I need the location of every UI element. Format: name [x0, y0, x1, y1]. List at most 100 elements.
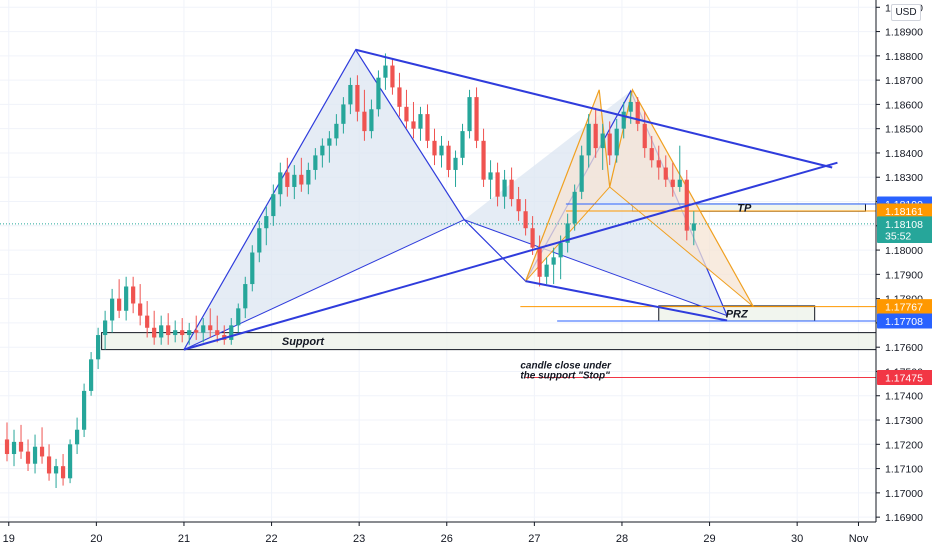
candle-body — [327, 138, 332, 146]
y-tick-label: 1.17100 — [885, 464, 923, 476]
candle-body — [299, 174, 304, 185]
price-tag-label: 35:52 — [885, 231, 911, 243]
candle-body — [467, 97, 472, 132]
candle-body — [691, 223, 696, 231]
candle-body — [25, 451, 31, 464]
x-tick-label: 21 — [178, 533, 190, 545]
candle-body — [264, 216, 269, 229]
zones — [101, 203, 877, 351]
candle-body — [117, 298, 122, 311]
y-tick-label: 1.18000 — [885, 245, 923, 257]
candle-body — [537, 247, 542, 277]
candle-body — [516, 199, 521, 212]
zone-label-support: Support — [282, 336, 325, 348]
candle-body — [285, 172, 290, 187]
trend-line — [525, 280, 728, 322]
candle-body — [565, 223, 570, 243]
y-tick-label: 1.18800 — [885, 51, 923, 63]
candle-body — [481, 140, 486, 180]
zone-label-prz: PRZ — [726, 308, 749, 320]
candle-body — [89, 359, 94, 391]
candle-body — [502, 179, 507, 197]
candle-body — [558, 242, 563, 258]
y-tick-label: 1.18700 — [885, 75, 923, 87]
candle-body — [663, 167, 668, 180]
candle-body — [369, 109, 374, 132]
price-tag-label: 1.18161 — [885, 206, 923, 218]
price-tag-label: 1.17767 — [885, 302, 923, 314]
candle-body — [74, 429, 80, 445]
candle-body — [495, 172, 500, 197]
candle-body — [642, 123, 647, 149]
candle-body — [320, 145, 325, 156]
candle-body — [53, 466, 59, 474]
x-tick-label: Nov — [849, 533, 869, 545]
candle-body — [376, 77, 381, 110]
candle-body — [523, 211, 528, 229]
candle-body — [341, 104, 346, 124]
candle-body — [418, 114, 423, 129]
currency-button[interactable]: USD — [891, 4, 921, 21]
candle-body — [187, 330, 192, 336]
candle-body — [271, 194, 276, 217]
candle-body — [306, 169, 311, 185]
candle-body — [425, 114, 430, 141]
candle-body — [362, 111, 367, 132]
candle-body — [236, 308, 241, 326]
candle-body — [670, 179, 675, 187]
candle-body — [607, 133, 612, 156]
candlesticks — [4, 53, 696, 489]
candle-body — [4, 439, 10, 455]
candle-body — [453, 157, 458, 170]
y-tick-label: 1.16900 — [885, 512, 923, 524]
x-tick-label: 28 — [616, 533, 628, 545]
candle-body — [250, 252, 255, 285]
candle-body — [432, 140, 437, 156]
y-tick-label: 1.18500 — [885, 124, 923, 136]
candle-body — [488, 172, 493, 180]
price-tag — [877, 299, 932, 315]
candle-body — [579, 155, 584, 192]
price-tag-label: 1.18108 — [885, 219, 923, 231]
candle-body — [110, 298, 115, 321]
candle-body — [572, 191, 577, 224]
candle-body — [614, 128, 619, 156]
level-lines — [0, 203, 876, 379]
candle-body — [124, 286, 129, 311]
candle-body — [397, 87, 402, 107]
candle-body — [131, 286, 136, 304]
candle-body — [81, 390, 87, 430]
candle-body — [621, 111, 626, 129]
candle-body — [18, 441, 24, 452]
candle-body — [159, 325, 164, 338]
candle-body — [257, 228, 262, 253]
price-tag — [877, 203, 932, 219]
y-tick-label: 1.17400 — [885, 391, 923, 403]
zone-label-tp: TP — [737, 203, 752, 215]
candle-body — [201, 325, 206, 333]
candle-body — [32, 446, 38, 464]
price-tag — [877, 370, 932, 386]
candle-body — [145, 315, 150, 328]
candle-body — [551, 257, 556, 265]
y-tick-label: 1.17600 — [885, 342, 923, 354]
annotation-text: candle close under — [520, 361, 612, 372]
candle-body — [411, 121, 416, 129]
candle-body — [474, 97, 479, 141]
candle-body — [67, 444, 73, 479]
candle-body — [390, 65, 395, 88]
x-tick-label: 27 — [528, 533, 540, 545]
price-tags: 1.181901.181611.1810835:521.177671.17708… — [877, 196, 932, 386]
candle-body — [460, 131, 465, 158]
y-tick-label: 1.17300 — [885, 415, 923, 427]
price-tag-label: 1.17708 — [885, 316, 923, 328]
x-tick-label: 19 — [3, 533, 15, 545]
candle-body — [60, 466, 66, 479]
candle-body — [355, 84, 360, 112]
x-tick-label: 26 — [441, 533, 453, 545]
price-tag — [877, 216, 932, 232]
y-tick-label: 1.18400 — [885, 148, 923, 160]
x-tick-label: 30 — [791, 533, 803, 545]
candle-body — [215, 330, 220, 336]
